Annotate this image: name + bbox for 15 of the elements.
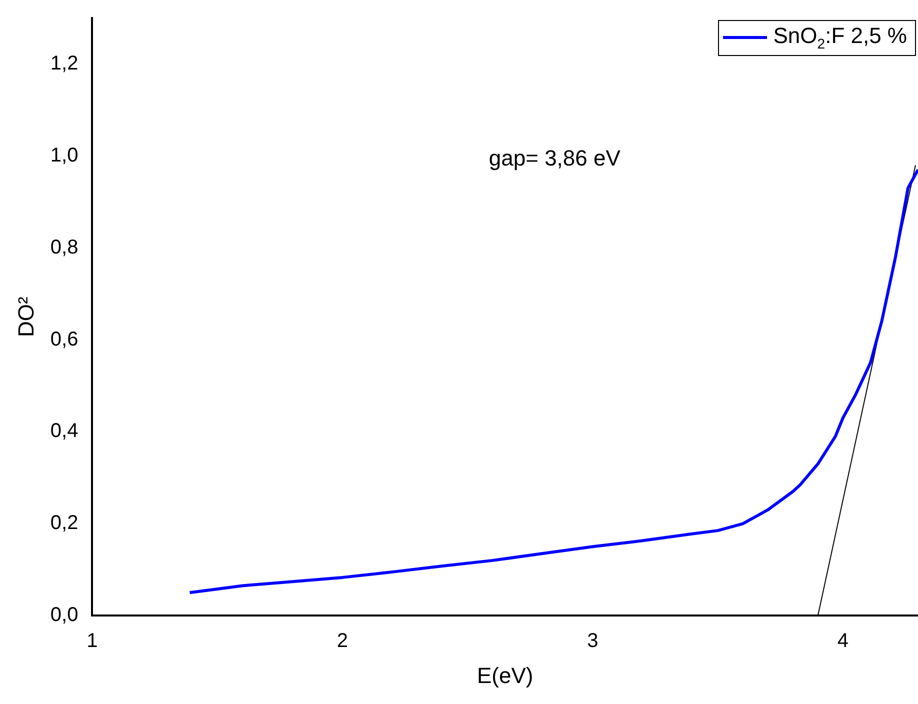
y-axis-title: DO² <box>13 296 38 337</box>
x-tick-label: 3 <box>587 630 598 652</box>
x-tick-label: 1 <box>86 630 98 652</box>
y-tick-label: 0,6 <box>50 328 78 350</box>
x-tick-label: 2 <box>336 630 348 652</box>
annotation: gap= 3,86 eV <box>488 146 621 171</box>
y-tick-label: 0,2 <box>50 512 78 534</box>
y-tick-label: 0,4 <box>50 420 78 442</box>
x-axis-title: E(eV) <box>476 662 534 688</box>
y-tick-label: 1,0 <box>50 144 78 166</box>
y-tick-label: 0,8 <box>50 236 78 258</box>
x-tick-label: 4 <box>837 630 848 652</box>
y-tick-label: 1,2 <box>50 52 78 74</box>
y-tick-label: 0,0 <box>50 604 78 626</box>
legend-label: SnO$_{2}$:F 2,5 % <box>773 23 907 52</box>
